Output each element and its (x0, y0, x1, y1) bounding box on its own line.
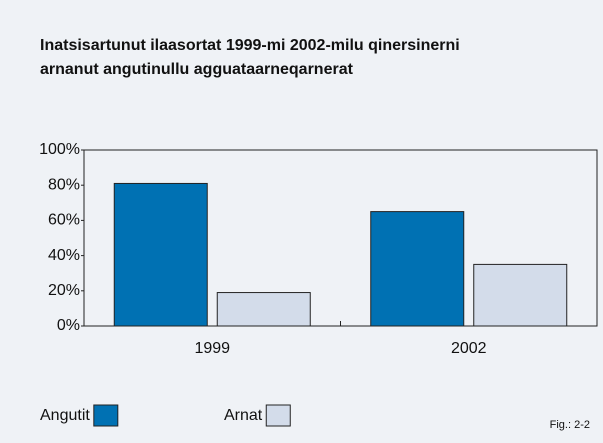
y-tick-label: 20% (48, 282, 80, 299)
legend-swatch (265, 404, 291, 427)
chart-title: Inatsisartunut ilaasortat 1999-mi 2002-m… (40, 37, 460, 54)
chart-title: arnanut angutinullu agguataarneqarnerat (40, 61, 354, 78)
y-tick-label: 40% (48, 247, 80, 264)
x-tick-label: 2002 (451, 340, 487, 357)
bar (216, 292, 311, 327)
legend-swatch (93, 404, 119, 427)
y-tick-label: 60% (48, 212, 80, 229)
y-tick-label: 100% (39, 141, 80, 158)
legend-label: Arnat (224, 407, 263, 424)
bar (473, 263, 568, 327)
bar (370, 211, 465, 327)
bar (113, 182, 208, 327)
figure-note: Fig.: 2-2 (550, 419, 590, 431)
legend-label: Angutit (40, 407, 90, 424)
y-tick-label: 0% (57, 317, 80, 334)
y-tick-label: 80% (48, 176, 80, 193)
x-tick-label: 1999 (194, 340, 230, 357)
